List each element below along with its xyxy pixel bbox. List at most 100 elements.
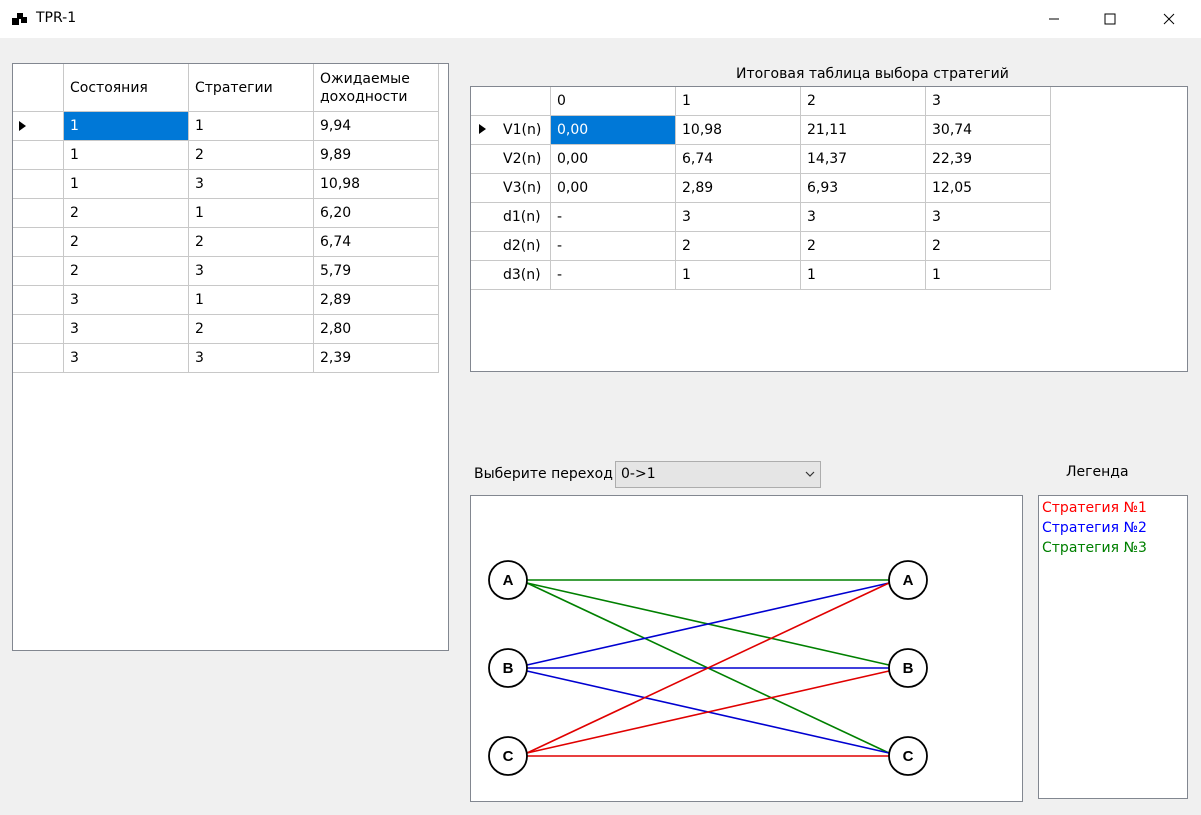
- table-cell[interactable]: 3: [676, 203, 801, 232]
- table-cell[interactable]: -: [551, 261, 676, 290]
- table-cell[interactable]: 10,98: [676, 116, 801, 145]
- table-cell[interactable]: 12,05: [926, 174, 1051, 203]
- row-label: d3(n): [503, 267, 541, 283]
- close-button[interactable]: [1140, 0, 1198, 38]
- table-cell[interactable]: 2: [64, 228, 189, 257]
- table-cell[interactable]: 2,39: [314, 344, 439, 373]
- table-cell[interactable]: 21,11: [801, 116, 926, 145]
- table-cell[interactable]: 2: [189, 228, 314, 257]
- row-label: V1(n): [503, 122, 542, 138]
- table-cell[interactable]: 3: [926, 203, 1051, 232]
- column-header-strategies[interactable]: Стратегии: [189, 64, 314, 112]
- table-cell[interactable]: 1: [676, 261, 801, 290]
- row-header[interactable]: d1(n): [471, 203, 551, 232]
- table-cell[interactable]: 2: [801, 232, 926, 261]
- column-header-states[interactable]: Состояния: [64, 64, 189, 112]
- row-header[interactable]: d2(n): [471, 232, 551, 261]
- row-header[interactable]: [13, 315, 64, 344]
- table-cell[interactable]: 1: [64, 112, 189, 141]
- table-cell[interactable]: 30,74: [926, 116, 1051, 145]
- row-header[interactable]: V3(n): [471, 174, 551, 203]
- table-cell[interactable]: 9,94: [314, 112, 439, 141]
- legend-list[interactable]: Стратегия №1 Стратегия №2 Стратегия №3: [1038, 495, 1188, 799]
- table-cell[interactable]: 1: [189, 286, 314, 315]
- column-header-2[interactable]: 2: [801, 87, 926, 116]
- table-cell[interactable]: 3: [189, 257, 314, 286]
- row-header[interactable]: [13, 112, 64, 141]
- row-label: d2(n): [503, 238, 541, 254]
- strategies-table[interactable]: Состояния Стратегии Ожидаемые доходности…: [12, 63, 449, 651]
- minimize-button[interactable]: [1025, 0, 1083, 38]
- table-cell[interactable]: 6,93: [801, 174, 926, 203]
- table-cell[interactable]: 1: [64, 170, 189, 199]
- table-cell[interactable]: 2,89: [676, 174, 801, 203]
- node-label: C: [903, 748, 914, 765]
- column-header-0[interactable]: 0: [551, 87, 676, 116]
- table-cell[interactable]: 2: [189, 315, 314, 344]
- transition-select[interactable]: 0->1: [615, 461, 821, 488]
- row-header[interactable]: [13, 170, 64, 199]
- transition-graph: A B C A B C: [488, 560, 928, 776]
- row-header[interactable]: [13, 257, 64, 286]
- table-cell[interactable]: 2: [676, 232, 801, 261]
- table-cell[interactable]: 14,37: [801, 145, 926, 174]
- table-cell[interactable]: 5,79: [314, 257, 439, 286]
- right-node-B: B: [888, 648, 928, 688]
- column-header-3[interactable]: 3: [926, 87, 1051, 116]
- row-header[interactable]: V1(n): [471, 116, 551, 145]
- table-cell[interactable]: 2,80: [314, 315, 439, 344]
- row-header[interactable]: d3(n): [471, 261, 551, 290]
- table-cell[interactable]: 2: [64, 199, 189, 228]
- row-header[interactable]: [13, 286, 64, 315]
- legend-title: Легенда: [1066, 464, 1129, 480]
- table-cell[interactable]: 2: [189, 141, 314, 170]
- table-cell[interactable]: 3: [64, 286, 189, 315]
- table-cell[interactable]: 0,00: [551, 174, 676, 203]
- table-cell[interactable]: 1: [189, 112, 314, 141]
- table-cell[interactable]: 22,39: [926, 145, 1051, 174]
- table-cell[interactable]: 2,89: [314, 286, 439, 315]
- corner-header: [13, 64, 64, 112]
- left-node-B: B: [488, 648, 528, 688]
- table-cell[interactable]: -: [551, 232, 676, 261]
- maximize-icon: [1104, 13, 1116, 25]
- table-cell[interactable]: 10,98: [314, 170, 439, 199]
- transition-label: Выберите переход: [474, 466, 613, 482]
- table-cell[interactable]: -: [551, 203, 676, 232]
- table-cell[interactable]: 9,89: [314, 141, 439, 170]
- left-node-C: C: [488, 736, 528, 776]
- legend-item-strategy-2[interactable]: Стратегия №2: [1042, 520, 1147, 536]
- table-cell[interactable]: 6,74: [314, 228, 439, 257]
- table-cell[interactable]: 3: [189, 170, 314, 199]
- table-cell[interactable]: 3: [64, 315, 189, 344]
- table-cell[interactable]: 3: [801, 203, 926, 232]
- result-table[interactable]: 0 1 2 3 V1(n) 0,00 10,98 21,11 30,74 V2(n) 0,0…: [470, 86, 1188, 372]
- table-cell[interactable]: 3: [64, 344, 189, 373]
- minimize-icon: [1049, 18, 1059, 20]
- column-header-expected-returns[interactable]: Ожидаемые доходности: [314, 64, 439, 112]
- legend-item-strategy-3[interactable]: Стратегия №3: [1042, 540, 1147, 556]
- column-header-1[interactable]: 1: [676, 87, 801, 116]
- table-cell[interactable]: 6,74: [676, 145, 801, 174]
- row-header[interactable]: V2(n): [471, 145, 551, 174]
- node-label: A: [503, 572, 514, 589]
- row-header[interactable]: [13, 141, 64, 170]
- maximize-button[interactable]: [1081, 0, 1139, 38]
- legend-item-strategy-1[interactable]: Стратегия №1: [1042, 500, 1147, 516]
- row-header[interactable]: [13, 344, 64, 373]
- row-indicator: [479, 122, 503, 138]
- row-header[interactable]: [13, 228, 64, 257]
- corner-header: [471, 87, 551, 116]
- table-cell[interactable]: 1: [926, 261, 1051, 290]
- table-cell[interactable]: 0,00: [551, 116, 676, 145]
- table-cell[interactable]: 1: [801, 261, 926, 290]
- table-cell[interactable]: 2: [926, 232, 1051, 261]
- table-cell[interactable]: 3: [189, 344, 314, 373]
- table-cell[interactable]: 1: [189, 199, 314, 228]
- row-header[interactable]: [13, 199, 64, 228]
- table-cell[interactable]: 0,00: [551, 145, 676, 174]
- close-icon: [1163, 13, 1175, 25]
- table-cell[interactable]: 2: [64, 257, 189, 286]
- table-cell[interactable]: 6,20: [314, 199, 439, 228]
- table-cell[interactable]: 1: [64, 141, 189, 170]
